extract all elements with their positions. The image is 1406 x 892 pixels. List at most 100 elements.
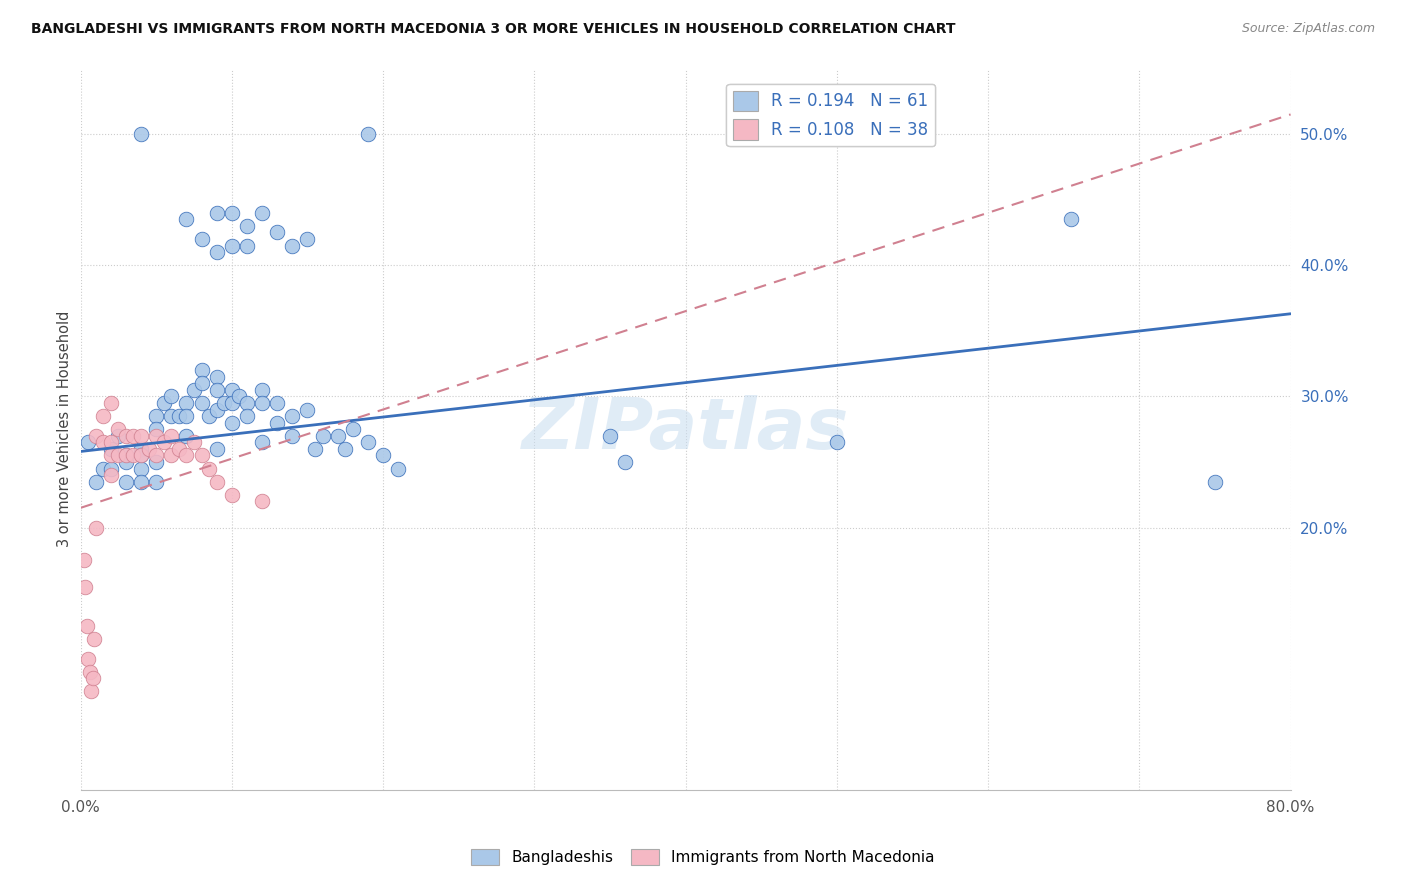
Point — [205, 206, 228, 220]
Point — [84, 475, 107, 489]
Point — [183, 435, 205, 450]
Point — [205, 402, 228, 417]
Point — [198, 409, 221, 423]
Point — [176, 212, 198, 227]
Point — [176, 428, 198, 442]
Point — [167, 409, 190, 423]
Point — [145, 475, 167, 489]
Point — [326, 428, 349, 442]
Point — [228, 389, 250, 403]
Point — [190, 449, 212, 463]
Point — [160, 449, 183, 463]
Point — [387, 461, 409, 475]
Point — [176, 396, 198, 410]
Point — [91, 461, 114, 475]
Point — [250, 435, 273, 450]
Point — [167, 442, 190, 456]
Point — [100, 461, 122, 475]
Point — [115, 449, 138, 463]
Point — [76, 619, 98, 633]
Point — [115, 475, 138, 489]
Point — [129, 449, 152, 463]
Point — [1204, 475, 1226, 489]
Point — [266, 226, 288, 240]
Point — [145, 422, 167, 436]
Point — [266, 396, 288, 410]
Point — [80, 684, 103, 698]
Point — [281, 409, 304, 423]
Point — [190, 232, 212, 246]
Point — [183, 383, 205, 397]
Point — [371, 449, 394, 463]
Point — [198, 461, 221, 475]
Point — [145, 409, 167, 423]
Point — [281, 238, 304, 252]
Point — [82, 671, 104, 685]
Point — [91, 435, 114, 450]
Point — [79, 665, 101, 679]
Point — [152, 435, 174, 450]
Point — [236, 219, 259, 233]
Point — [236, 396, 259, 410]
Point — [221, 416, 243, 430]
Point — [266, 416, 288, 430]
Point — [212, 396, 235, 410]
Point — [250, 383, 273, 397]
Point — [115, 449, 138, 463]
Point — [221, 383, 243, 397]
Text: ZIPatlas: ZIPatlas — [522, 394, 849, 464]
Point — [152, 396, 174, 410]
Point — [145, 455, 167, 469]
Text: BANGLADESHI VS IMMIGRANTS FROM NORTH MACEDONIA 3 OR MORE VEHICLES IN HOUSEHOLD C: BANGLADESHI VS IMMIGRANTS FROM NORTH MAC… — [31, 22, 956, 37]
Point — [129, 442, 152, 456]
Point — [72, 553, 94, 567]
Point — [250, 206, 273, 220]
Point — [100, 435, 122, 450]
Point — [160, 409, 183, 423]
Y-axis label: 3 or more Vehicles in Household: 3 or more Vehicles in Household — [58, 311, 72, 548]
Point — [160, 389, 183, 403]
Point — [129, 428, 152, 442]
Point — [221, 488, 243, 502]
Point — [129, 461, 152, 475]
Point — [145, 449, 167, 463]
Point — [190, 376, 212, 391]
Point — [176, 409, 198, 423]
Point — [221, 238, 243, 252]
Point — [107, 449, 129, 463]
Point — [614, 455, 637, 469]
Point — [122, 428, 145, 442]
Point — [100, 468, 122, 483]
Point — [190, 363, 212, 377]
Point — [176, 449, 198, 463]
Point — [73, 580, 96, 594]
Point — [83, 632, 105, 646]
Point — [342, 422, 364, 436]
Point — [250, 396, 273, 410]
Point — [107, 422, 129, 436]
Point — [100, 449, 122, 463]
Point — [335, 442, 357, 456]
Point — [297, 402, 319, 417]
Point — [1060, 212, 1083, 227]
Point — [84, 428, 107, 442]
Legend: R = 0.194   N = 61, R = 0.108   N = 38: R = 0.194 N = 61, R = 0.108 N = 38 — [727, 84, 935, 146]
Point — [115, 455, 138, 469]
Point — [100, 396, 122, 410]
Point — [304, 442, 326, 456]
Point — [250, 494, 273, 508]
Point — [205, 442, 228, 456]
Point — [122, 449, 145, 463]
Point — [190, 396, 212, 410]
Point — [825, 435, 848, 450]
Point — [91, 409, 114, 423]
Point — [107, 428, 129, 442]
Point — [236, 238, 259, 252]
Point — [205, 383, 228, 397]
Text: Source: ZipAtlas.com: Source: ZipAtlas.com — [1241, 22, 1375, 36]
Point — [77, 651, 100, 665]
Point — [357, 127, 380, 141]
Point — [205, 369, 228, 384]
Point — [281, 428, 304, 442]
Point — [357, 435, 380, 450]
